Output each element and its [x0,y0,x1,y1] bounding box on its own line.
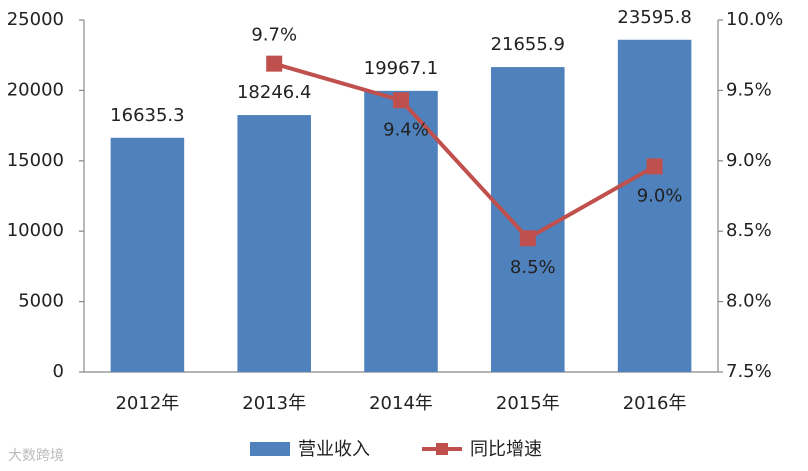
y2-tick-label: 9.5% [726,79,772,100]
x-tick-label: 2014年 [369,393,433,414]
legend-label: 同比增速 [470,439,542,460]
y2-tick-label: 8.0% [726,291,772,312]
bar-value-label: 16635.3 [110,105,184,126]
y2-tick-label: 7.5% [726,361,772,382]
x-tick-label: 2015年 [496,393,560,414]
y2-tick-label: 9.0% [726,150,772,171]
line-marker [393,92,409,109]
y-tick-label: 15000 [7,150,64,171]
x-tick-label: 2016年 [623,393,687,414]
bar [110,137,185,372]
line-value-label: 8.5% [510,257,556,278]
y-tick-label: 5000 [18,291,64,312]
x-tick-label: 2012年 [115,393,179,414]
y-tick-label: 20000 [7,79,64,100]
line-marker [266,55,283,72]
y-tick-label: 0 [53,361,64,382]
bar [617,39,692,372]
bar-value-label: 23595.8 [617,7,691,28]
x-tick-label: 2013年 [242,393,306,414]
legend-label: 营业收入 [298,439,370,460]
watermark: 大数跨境 [8,448,64,464]
legend-swatch [436,443,448,455]
line-value-label: 9.7% [251,25,297,46]
line-value-label: 9.4% [383,119,429,140]
bar-value-label: 21655.9 [491,34,565,55]
bar-value-label: 18246.4 [237,82,311,103]
y-tick-label: 25000 [7,9,64,30]
bar [364,90,438,373]
bar [237,115,311,372]
y-tick-label: 10000 [7,220,64,241]
line-marker [519,230,536,247]
y2-tick-label: 10.0% [726,9,783,30]
legend-swatch [250,442,290,456]
y2-tick-label: 8.5% [726,220,772,241]
bar [491,67,565,372]
line-value-label: 9.0% [637,185,683,206]
line [273,61,656,241]
line-marker [646,158,663,175]
bar-value-label: 19967.1 [364,58,438,79]
